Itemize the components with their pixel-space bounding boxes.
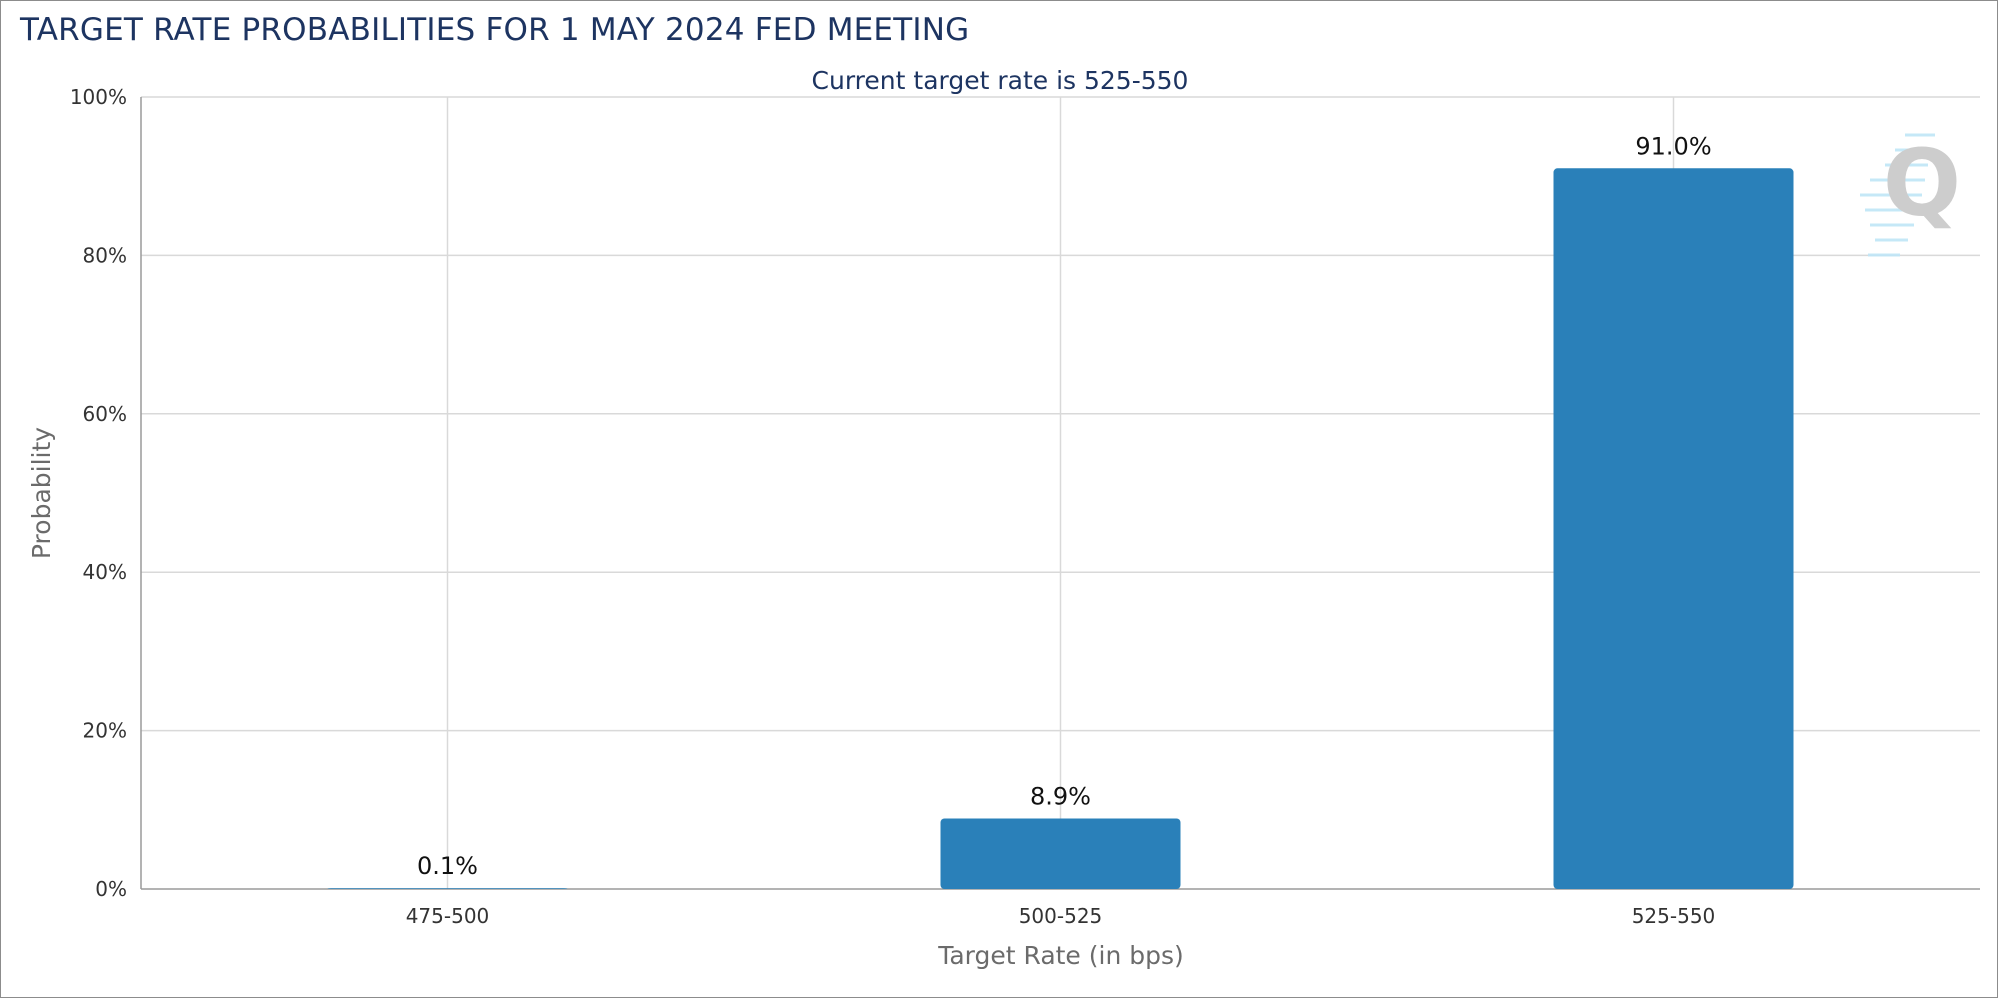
x-tick-label: 500-525 (1019, 904, 1103, 928)
x-tick-label: 475-500 (406, 904, 490, 928)
x-axis-title: Target Rate (in bps) (937, 941, 1184, 970)
y-axis-title: Probability (27, 427, 56, 559)
bars-layer (327, 168, 1794, 889)
y-tick-label: 60% (83, 402, 127, 426)
x-tick-label: 525-550 (1632, 904, 1716, 928)
y-tick-label: 40% (83, 560, 127, 584)
svg-text:Q: Q (1883, 130, 1961, 237)
watermark-logo-icon: Q (1860, 130, 1961, 257)
bar-500-525[interactable] (940, 818, 1181, 889)
labels-layer: 0% 20% 40% 60% 80% 100% 0.1% 475-500 8.9% 500-525… (70, 85, 1715, 928)
data-label: 8.9% (1030, 783, 1091, 811)
y-tick-label: 100% (70, 85, 127, 109)
chart-subtitle: Current target rate is 525-550 (812, 66, 1189, 95)
chart-title: TARGET RATE PROBABILITIES FOR 1 MAY 2024… (20, 12, 970, 48)
data-label: 0.1% (417, 852, 478, 880)
y-tick-label: 0% (95, 877, 127, 901)
y-tick-label: 20% (83, 719, 127, 743)
bar-525-550[interactable] (1553, 168, 1794, 889)
bar-475-500[interactable] (327, 888, 568, 889)
data-label: 91.0% (1635, 132, 1711, 160)
y-tick-label: 80% (83, 243, 127, 267)
